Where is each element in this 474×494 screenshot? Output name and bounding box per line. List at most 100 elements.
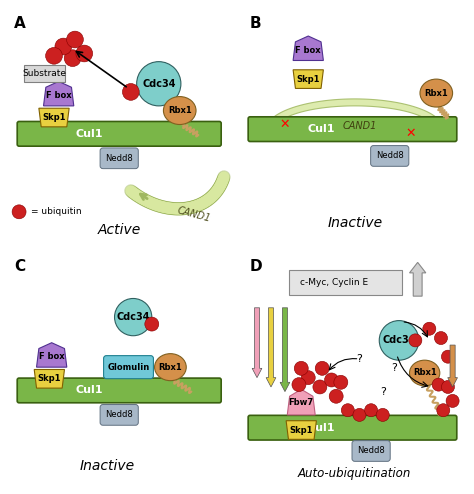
Text: Rbx1: Rbx1: [158, 363, 182, 371]
Text: Cdc34: Cdc34: [142, 79, 175, 89]
FancyArrow shape: [280, 308, 290, 392]
Polygon shape: [39, 108, 69, 127]
Circle shape: [145, 317, 159, 331]
Text: Skp1: Skp1: [290, 425, 313, 435]
Text: Nedd8: Nedd8: [105, 411, 133, 419]
FancyBboxPatch shape: [17, 122, 221, 146]
Text: F box: F box: [46, 91, 72, 100]
Circle shape: [55, 38, 72, 55]
Text: ?: ?: [380, 387, 386, 397]
Text: Nedd8: Nedd8: [105, 154, 133, 163]
Text: ✕: ✕: [280, 118, 290, 131]
Text: Inactive: Inactive: [327, 216, 383, 231]
Circle shape: [315, 361, 329, 375]
Text: Skp1: Skp1: [42, 113, 66, 122]
FancyBboxPatch shape: [100, 405, 138, 425]
Text: Active: Active: [98, 223, 141, 238]
Circle shape: [301, 370, 315, 385]
Polygon shape: [36, 343, 67, 367]
FancyArrow shape: [410, 262, 426, 296]
Circle shape: [292, 377, 306, 392]
Text: = ubiquitin: = ubiquitin: [31, 207, 82, 216]
FancyBboxPatch shape: [371, 146, 409, 166]
Circle shape: [409, 334, 422, 347]
Circle shape: [446, 394, 459, 408]
FancyBboxPatch shape: [104, 356, 154, 379]
Circle shape: [376, 409, 389, 421]
Circle shape: [341, 404, 355, 417]
Polygon shape: [293, 70, 323, 88]
Ellipse shape: [155, 354, 186, 381]
Circle shape: [115, 298, 152, 336]
Circle shape: [122, 83, 139, 100]
FancyBboxPatch shape: [352, 441, 390, 461]
Text: Rbx1: Rbx1: [168, 106, 191, 115]
Text: Cul1: Cul1: [308, 423, 336, 433]
Circle shape: [313, 380, 327, 394]
Text: Nedd8: Nedd8: [376, 152, 403, 161]
Text: Cdc34: Cdc34: [383, 335, 416, 345]
Text: C: C: [14, 259, 26, 274]
Text: D: D: [250, 259, 263, 274]
Text: A: A: [14, 16, 26, 31]
Circle shape: [12, 205, 26, 219]
Polygon shape: [44, 82, 74, 106]
Text: Skp1: Skp1: [37, 374, 61, 383]
Text: Cul1: Cul1: [75, 385, 103, 395]
Circle shape: [441, 380, 455, 393]
Text: B: B: [250, 16, 262, 31]
FancyBboxPatch shape: [17, 378, 221, 403]
Text: F box: F box: [39, 352, 64, 361]
FancyBboxPatch shape: [100, 148, 138, 168]
Circle shape: [325, 373, 338, 387]
Ellipse shape: [420, 79, 453, 107]
Text: c-Myc, Cyclin E: c-Myc, Cyclin E: [300, 278, 368, 287]
FancyArrow shape: [266, 308, 276, 387]
Text: Auto-ubiquitination: Auto-ubiquitination: [298, 467, 411, 480]
Polygon shape: [287, 389, 315, 415]
Text: ?: ?: [356, 354, 363, 364]
Circle shape: [435, 331, 447, 345]
Polygon shape: [34, 370, 64, 388]
Circle shape: [64, 50, 81, 67]
Polygon shape: [293, 36, 323, 60]
Text: Rbx1: Rbx1: [413, 369, 437, 377]
Circle shape: [365, 404, 378, 417]
Ellipse shape: [410, 360, 440, 386]
Text: Glomulin: Glomulin: [108, 363, 150, 371]
Text: Rbx1: Rbx1: [424, 88, 448, 98]
Text: Inactive: Inactive: [80, 459, 135, 473]
Polygon shape: [286, 421, 316, 439]
FancyArrow shape: [448, 345, 457, 387]
Text: Cdc34: Cdc34: [117, 312, 150, 322]
Circle shape: [379, 321, 419, 360]
Circle shape: [353, 409, 366, 421]
Circle shape: [137, 62, 181, 106]
Circle shape: [76, 45, 92, 62]
Circle shape: [432, 378, 445, 391]
Circle shape: [46, 47, 63, 64]
Circle shape: [423, 322, 436, 335]
FancyBboxPatch shape: [248, 117, 457, 141]
FancyBboxPatch shape: [24, 65, 65, 82]
Text: CAND1: CAND1: [176, 205, 211, 223]
Text: Nedd8: Nedd8: [357, 447, 385, 455]
Text: CAND1: CAND1: [342, 121, 377, 131]
Circle shape: [66, 31, 83, 48]
FancyBboxPatch shape: [248, 415, 457, 440]
Circle shape: [437, 404, 450, 417]
Circle shape: [441, 350, 455, 363]
Text: ✕: ✕: [405, 127, 416, 140]
Text: Cul1: Cul1: [308, 124, 336, 134]
Ellipse shape: [164, 96, 196, 124]
Text: Fbw7: Fbw7: [289, 398, 314, 407]
Text: F box: F box: [295, 45, 321, 54]
Polygon shape: [266, 99, 443, 129]
FancyArrow shape: [252, 308, 262, 377]
Text: Cul1: Cul1: [75, 129, 103, 139]
Circle shape: [294, 361, 308, 375]
Circle shape: [334, 375, 348, 389]
Text: Skp1: Skp1: [297, 75, 320, 83]
FancyBboxPatch shape: [289, 270, 402, 295]
Circle shape: [329, 389, 343, 403]
